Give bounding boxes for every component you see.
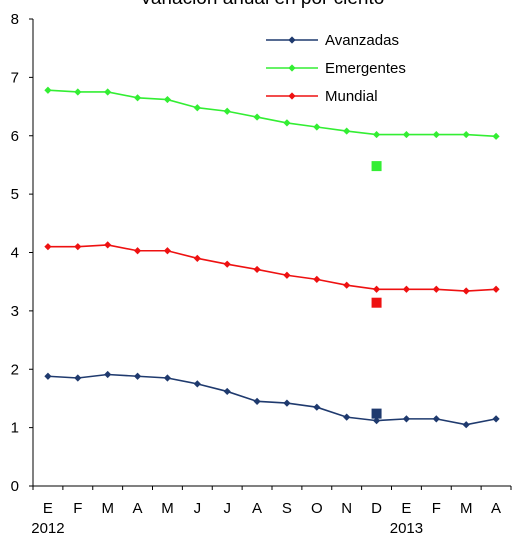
axes: 0 1 2 3 4 5 6 7 8 E F M A M J J A S O N D E F M A 2012 2013	[11, 11, 512, 533]
data-point-mundial	[372, 285, 381, 293]
data-point-avanzadas	[343, 413, 351, 421]
series-line-avanzadas	[47, 373, 497, 426]
data-point-mundial	[402, 285, 411, 293]
data-point-mundial	[343, 281, 351, 289]
x-year-label: 2012	[31, 520, 64, 533]
y-tick-label: 3	[11, 303, 19, 320]
x-tick-label: A	[252, 500, 262, 517]
data-point-emergentes	[44, 86, 52, 94]
data-point-avanzadas	[432, 415, 440, 423]
data-point-emergentes	[402, 130, 411, 139]
data-point-avanzadas	[492, 415, 500, 423]
x-tick-label: M	[101, 500, 114, 517]
x-tick-label: A	[133, 500, 143, 517]
data-point-mundial	[313, 275, 321, 283]
data-point-mundial	[193, 254, 201, 262]
data-point-avanzadas	[313, 403, 321, 411]
x-tick-label: S	[282, 500, 292, 517]
data-point-emergentes	[372, 130, 381, 139]
data-point-emergentes	[313, 123, 321, 131]
data-point-emergentes	[133, 94, 142, 102]
x-tick-label: O	[311, 500, 323, 517]
data-point-mundial	[133, 247, 142, 255]
legend-marker-mundial	[288, 92, 296, 100]
data-point-emergentes	[283, 119, 291, 127]
data-point-emergentes	[74, 88, 82, 96]
x-tick-label: J	[194, 500, 202, 517]
data-point-emergentes	[193, 104, 201, 112]
data-point-avanzadas	[372, 417, 381, 425]
y-tick-label: 6	[11, 128, 19, 145]
data-point-emergentes	[432, 130, 440, 139]
data-point-avanzadas	[44, 372, 52, 380]
data-point-mundial	[492, 285, 500, 293]
y-tick-label: 8	[11, 11, 19, 28]
x-tick-label: F	[73, 500, 82, 517]
y-tick-label: 7	[11, 69, 19, 86]
data-point-avanzadas	[283, 399, 291, 407]
data-point-mundial	[253, 265, 261, 274]
data-point-mundial	[104, 241, 112, 249]
y-tick-label: 1	[11, 420, 19, 437]
legend-marker-emergentes	[288, 64, 296, 72]
data-point-mundial	[223, 260, 231, 268]
legend-label-emergentes: Emergentes	[325, 60, 406, 77]
x-tick-label: D	[371, 500, 382, 517]
square-marker-emergentes	[371, 161, 382, 172]
x-tick-label: M	[161, 500, 174, 517]
legend-marker-avanzadas	[288, 36, 296, 44]
data-point-mundial	[44, 243, 52, 251]
data-point-mundial	[432, 285, 440, 293]
data-point-emergentes	[253, 113, 261, 121]
series-line-mundial	[47, 244, 497, 292]
data-point-mundial	[283, 271, 291, 279]
y-tick-label: 5	[11, 186, 19, 203]
x-year-label: 2013	[390, 520, 423, 533]
data-point-avanzadas	[402, 415, 411, 423]
data-point-avanzadas	[253, 397, 261, 405]
data-point-mundial	[163, 247, 172, 255]
data-point-emergentes	[492, 132, 500, 140]
chart-title: Variación anual en por ciento	[140, 0, 385, 9]
data-point-emergentes	[163, 95, 172, 104]
legend-label-avanzadas: Avanzadas	[325, 32, 399, 49]
x-tick-label: F	[432, 500, 441, 517]
legend-label-mundial: Mundial	[325, 88, 378, 105]
data-point-mundial	[74, 243, 82, 251]
data-point-avanzadas	[462, 421, 470, 429]
series-line-emergentes	[47, 89, 497, 138]
data-point-emergentes	[343, 127, 351, 135]
data-point-emergentes	[223, 107, 231, 115]
data-point-avanzadas	[133, 372, 142, 380]
x-tick-label: A	[491, 500, 501, 517]
x-tick-label: E	[43, 500, 53, 517]
y-tick-label: 0	[11, 478, 19, 495]
data-point-mundial	[462, 287, 470, 295]
data-point-avanzadas	[163, 374, 172, 382]
y-tick-label: 4	[11, 245, 19, 262]
x-tick-label: E	[401, 500, 411, 517]
data-point-emergentes	[462, 130, 470, 139]
data-point-avanzadas	[223, 387, 231, 396]
data-point-emergentes	[104, 88, 112, 96]
x-tick-label: J	[223, 500, 231, 517]
data-point-avanzadas	[104, 370, 112, 379]
series-layer	[44, 86, 500, 429]
data-point-avanzadas	[74, 374, 82, 382]
square-marker-avanzadas	[371, 408, 382, 419]
y-tick-label: 2	[11, 361, 19, 378]
x-tick-label: M	[460, 500, 473, 517]
x-tick-label: N	[341, 500, 352, 517]
legend: Avanzadas Emergentes Mundial	[266, 32, 406, 105]
square-marker-mundial	[371, 297, 382, 308]
data-point-avanzadas	[193, 380, 201, 388]
